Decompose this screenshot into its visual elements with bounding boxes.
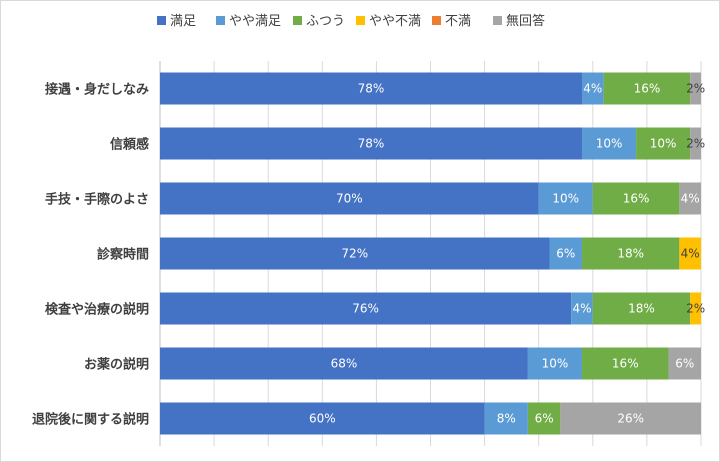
bar-segment	[160, 402, 485, 435]
bar-value-label: 10%	[596, 137, 623, 151]
category-label: 診察時間	[97, 247, 149, 263]
bar-value-label: 6%	[675, 357, 694, 371]
bar-value-label: 76%	[352, 302, 379, 316]
bar-segment	[679, 237, 701, 270]
bar-segment	[160, 347, 528, 380]
bar-value-label: 18%	[628, 302, 655, 316]
bar-segment	[690, 72, 701, 105]
bar-value-label: 2%	[686, 82, 705, 96]
bar-segment	[160, 182, 539, 215]
bar-value-label: 16%	[623, 192, 650, 206]
bar-value-label: 6%	[535, 412, 554, 426]
bar-value-label: 78%	[358, 82, 385, 96]
bar-segment	[603, 72, 691, 105]
bar-segment	[581, 347, 669, 380]
bar-segment	[538, 182, 593, 215]
bar-segment	[690, 292, 701, 325]
bar-segment	[160, 72, 582, 105]
bar-segment	[636, 127, 691, 160]
legend-swatch-0	[157, 16, 166, 25]
bar-value-label: 10%	[552, 192, 579, 206]
bar-value-label: 10%	[650, 137, 677, 151]
bar-value-label: 6%	[556, 247, 575, 261]
legend-label-2: ふつう	[306, 14, 345, 29]
bars: 78% 4% 16% 2% 78% 10% 10% 2% 70% 10% 16% 4% 72% 6% 18%…	[160, 72, 705, 435]
legend-label-5: 無回答	[506, 13, 545, 29]
bar-value-label: 68%	[331, 357, 358, 371]
bar-segment	[160, 127, 582, 160]
legend-swatch-1	[216, 16, 225, 25]
bar-value-label: 4%	[583, 82, 602, 96]
bar-segment	[560, 402, 701, 435]
bar-segment	[581, 127, 637, 160]
legend-swatch-4	[432, 16, 441, 25]
bar-value-label: 16%	[634, 82, 661, 96]
bar-value-label: 10%	[542, 357, 569, 371]
bar-segment	[571, 292, 593, 325]
legend: 満足 やや満足 ふつう やや不満 不満 無回答	[157, 13, 545, 29]
category-labels: 接遇・身だしなみ信頼感手技・手際のよさ診察時間検査や治療の説明お薬の説明退院後に…	[32, 82, 149, 428]
legend-swatch-3	[356, 16, 365, 25]
bar-value-label: 8%	[497, 412, 516, 426]
bar-value-label: 18%	[617, 247, 644, 261]
bar-value-label: 4%	[572, 302, 591, 316]
bar-value-label: 70%	[336, 192, 363, 206]
legend-label-0: 満足	[170, 14, 196, 29]
legend-swatch-5	[493, 16, 502, 25]
bar-segment	[484, 402, 528, 435]
bar-value-label: 78%	[358, 137, 385, 151]
bar-segment	[592, 292, 691, 325]
category-label: 検査や治療の説明	[45, 302, 149, 318]
bar-value-label: 60%	[309, 412, 336, 426]
bar-value-label: 2%	[686, 302, 705, 316]
category-label: 手技・手際のよさ	[45, 192, 149, 208]
bar-segment	[160, 237, 550, 270]
legend-label-4: 不満	[445, 14, 471, 29]
bar-segment	[581, 72, 604, 105]
bar-segment	[549, 237, 582, 270]
bar-segment	[581, 237, 680, 270]
bar-segment	[690, 127, 701, 160]
bar-value-label: 72%	[341, 247, 368, 261]
bar-segment	[592, 182, 680, 215]
bar-segment	[527, 402, 561, 435]
legend-label-3: やや不満	[369, 14, 421, 29]
category-label: 退院後に関する説明	[32, 412, 149, 428]
bar-value-label: 2%	[686, 137, 705, 151]
category-label: 信頼感	[110, 137, 149, 153]
category-label: 接遇・身だしなみ	[45, 82, 149, 98]
bar-value-label: 26%	[617, 412, 644, 426]
bar-segment	[160, 292, 572, 325]
legend-label-1: やや満足	[229, 14, 281, 29]
bar-value-label: 16%	[612, 357, 639, 371]
category-label: お薬の説明	[84, 357, 149, 373]
bar-segment	[668, 347, 701, 380]
bar-value-label: 4%	[681, 247, 700, 261]
legend-swatch-2	[293, 16, 302, 25]
bar-segment	[527, 347, 582, 380]
bar-segment	[679, 182, 701, 215]
bar-value-label: 4%	[681, 192, 700, 206]
